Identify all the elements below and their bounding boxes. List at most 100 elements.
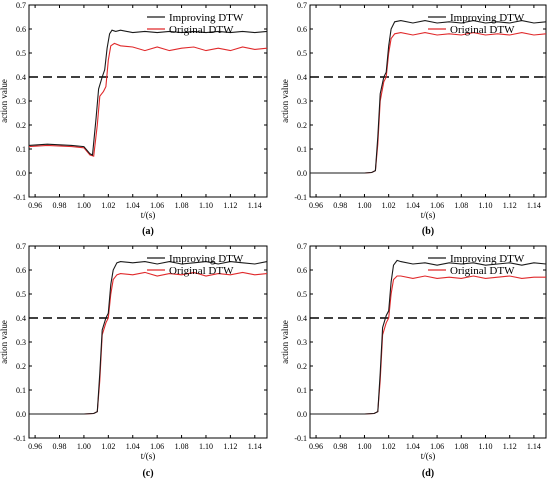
x-tick-label: 1.10 [199, 201, 213, 210]
chart-panel-3: -0.1 0.0 0.1 0.2 0.3 0.4 0.5 0.6 0.7 0.96 0.98 1.00… [0, 242, 268, 479]
legend-label: Improving DTW [450, 12, 525, 24]
y-tick-label: 0.2 [297, 121, 307, 130]
x-tick-label: 1.04 [406, 201, 420, 210]
x-tick-label: 1.08 [175, 201, 189, 210]
x-axis-label: t/(s) [141, 451, 156, 461]
legend-label: Improving DTW [169, 253, 244, 265]
x-tick-label: 1.04 [126, 442, 140, 451]
x-tick-label: 1.00 [77, 201, 91, 210]
y-tick-label: 0.3 [16, 97, 26, 106]
chart-panel-4: -0.1 0.0 0.1 0.2 0.3 0.4 0.5 0.6 0.7 0.96 0.98 1.00… [280, 242, 547, 479]
y-tick-label: 0.4 [297, 314, 307, 323]
legend-label: Original DTW [450, 265, 515, 277]
x-tick-label: 1.00 [77, 442, 91, 451]
x-axis-label: t/(s) [141, 210, 156, 220]
x-tick-label: 1.06 [150, 442, 164, 451]
y-axis-label: action value [0, 79, 9, 123]
x-tick-label: 0.96 [28, 442, 42, 451]
x-tick-label: 0.98 [333, 201, 347, 210]
x-tick-label: 1.08 [454, 201, 468, 210]
series-line-improving-dtw [29, 261, 268, 415]
series-line-improving-dtw [310, 259, 547, 415]
x-tick-label: 0.96 [28, 201, 42, 210]
y-tick-label: 0.4 [16, 73, 26, 82]
x-tick-label: 1.02 [101, 442, 115, 451]
x-tick-label: 1.10 [478, 442, 492, 451]
x-tick-label: 0.96 [309, 442, 323, 451]
legend-label: Original DTW [169, 265, 234, 277]
y-tick-label: 0.6 [16, 25, 26, 34]
panel-label: (d) [422, 468, 434, 479]
x-tick-label: 0.98 [53, 201, 67, 210]
y-tick-label: 0.0 [16, 169, 26, 178]
x-tick-label: 1.08 [175, 442, 189, 451]
x-tick-label: 1.12 [223, 201, 237, 210]
y-tick-label: 0.2 [297, 362, 307, 371]
x-tick-label: 1.04 [406, 442, 420, 451]
series-line-improving-dtw [28, 29, 268, 156]
y-tick-label: 0.4 [16, 314, 26, 323]
x-tick-label: 1.14 [527, 442, 541, 451]
y-tick-label: 0.1 [16, 386, 26, 395]
y-tick-label: 0.7 [297, 242, 307, 251]
legend-label: Original DTW [169, 24, 234, 36]
series-line-improving-dtw [310, 20, 547, 174]
y-tick-label: 0.7 [16, 242, 26, 251]
y-tick-label: 0.2 [16, 121, 26, 130]
chart-panel-1: -0.1 0.0 0.1 0.2 0.3 0.4 0.5 0.6 0.7 0.96 0.98 1.00… [0, 1, 268, 237]
x-tick-label: 0.98 [53, 442, 67, 451]
x-tick-label: 1.02 [382, 201, 396, 210]
y-tick-label: 0.3 [297, 97, 307, 106]
y-tick-label: 0.6 [16, 266, 26, 275]
series-line-original-dtw [28, 42, 268, 157]
x-tick-label: 1.12 [503, 201, 517, 210]
y-tick-label: 0.5 [297, 49, 307, 58]
panel-label: (b) [422, 226, 434, 237]
x-tick-label: 1.04 [126, 201, 140, 210]
y-tick-label: -0.1 [294, 434, 307, 443]
x-tick-label: 1.10 [478, 201, 492, 210]
y-tick-label: 0.3 [16, 338, 26, 347]
chart-panel-2: -0.1 0.0 0.1 0.2 0.3 0.4 0.5 0.6 0.7 0.96 0.98 1.00… [280, 1, 547, 237]
y-tick-label: -0.1 [13, 434, 26, 443]
x-tick-label: 1.14 [248, 201, 262, 210]
y-tick-label: -0.1 [13, 193, 26, 202]
x-axis-label: t/(s) [421, 451, 436, 461]
x-tick-label: 1.06 [430, 201, 444, 210]
y-tick-label: 0.4 [297, 73, 307, 82]
series-line-original-dtw [29, 271, 268, 415]
x-tick-label: 0.98 [333, 442, 347, 451]
panel-label: (a) [142, 226, 154, 237]
x-tick-label: 1.14 [248, 442, 262, 451]
y-tick-label: 0.5 [16, 290, 26, 299]
x-tick-label: 1.06 [150, 201, 164, 210]
x-tick-label: 1.02 [101, 201, 115, 210]
x-tick-label: 1.12 [503, 442, 517, 451]
legend-label: Improving DTW [450, 253, 525, 265]
y-tick-label: 0.0 [297, 410, 307, 419]
x-tick-label: 1.10 [199, 442, 213, 451]
series-line-original-dtw [310, 275, 546, 415]
x-tick-label: 1.12 [223, 442, 237, 451]
y-tick-label: 0.0 [16, 410, 26, 419]
y-tick-label: 0.5 [297, 290, 307, 299]
y-tick-label: 0.2 [16, 362, 26, 371]
y-axis-label: action value [280, 320, 290, 364]
y-tick-label: 0.5 [16, 49, 26, 58]
x-tick-label: 1.14 [527, 201, 541, 210]
series-line-original-dtw [310, 32, 547, 174]
x-tick-label: 1.00 [357, 442, 371, 451]
y-axis-label: action value [0, 320, 9, 364]
y-tick-label: 0.1 [297, 145, 307, 154]
y-tick-label: 0.0 [297, 169, 307, 178]
x-axis-label: t/(s) [421, 210, 436, 220]
y-tick-label: 0.7 [297, 1, 307, 10]
x-tick-label: 0.96 [309, 201, 323, 210]
y-axis-label: action value [280, 79, 290, 123]
y-tick-label: 0.6 [297, 266, 307, 275]
y-tick-label: 0.3 [297, 338, 307, 347]
y-tick-label: 0.7 [16, 1, 26, 10]
y-tick-label: -0.1 [294, 193, 307, 202]
x-tick-label: 1.08 [454, 442, 468, 451]
panel-label: (c) [142, 468, 153, 479]
